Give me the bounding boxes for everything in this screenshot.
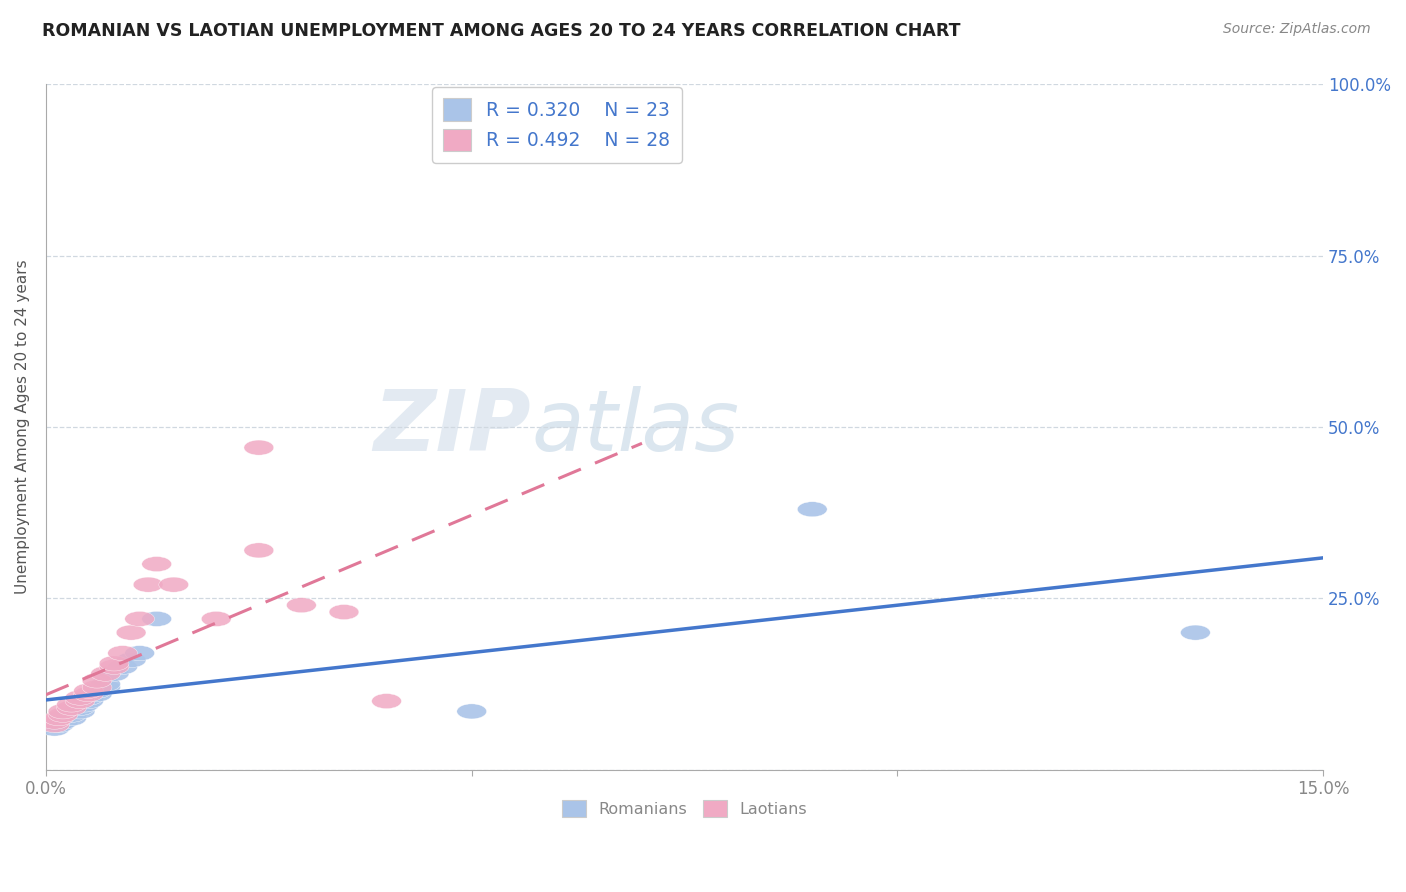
Text: Source: ZipAtlas.com: Source: ZipAtlas.com: [1223, 22, 1371, 37]
Ellipse shape: [65, 694, 96, 708]
Ellipse shape: [371, 694, 402, 708]
Ellipse shape: [90, 680, 121, 695]
Ellipse shape: [100, 659, 129, 674]
Ellipse shape: [56, 697, 86, 712]
Text: ZIP: ZIP: [374, 385, 531, 468]
Ellipse shape: [117, 625, 146, 640]
Ellipse shape: [100, 656, 129, 671]
Ellipse shape: [39, 714, 69, 730]
Ellipse shape: [457, 704, 486, 719]
Ellipse shape: [65, 700, 96, 715]
Ellipse shape: [201, 611, 231, 626]
Ellipse shape: [73, 683, 104, 698]
Legend: Romanians, Laotians: Romanians, Laotians: [555, 794, 814, 823]
Ellipse shape: [287, 598, 316, 613]
Ellipse shape: [73, 690, 104, 706]
Ellipse shape: [48, 704, 77, 719]
Ellipse shape: [243, 440, 274, 455]
Ellipse shape: [82, 673, 112, 688]
Ellipse shape: [44, 717, 73, 732]
Text: atlas: atlas: [531, 385, 740, 468]
Ellipse shape: [44, 711, 73, 726]
Ellipse shape: [243, 543, 274, 558]
Ellipse shape: [56, 707, 86, 723]
Ellipse shape: [69, 697, 100, 712]
Ellipse shape: [329, 605, 359, 620]
Ellipse shape: [56, 700, 86, 715]
Ellipse shape: [125, 611, 155, 626]
Ellipse shape: [39, 721, 69, 736]
Ellipse shape: [48, 707, 77, 723]
Ellipse shape: [65, 690, 96, 706]
Ellipse shape: [1181, 625, 1211, 640]
Ellipse shape: [56, 711, 86, 726]
Y-axis label: Unemployment Among Ages 20 to 24 years: Unemployment Among Ages 20 to 24 years: [15, 260, 30, 594]
Ellipse shape: [159, 577, 188, 592]
Ellipse shape: [134, 577, 163, 592]
Ellipse shape: [39, 717, 69, 732]
Ellipse shape: [48, 714, 77, 730]
Ellipse shape: [65, 704, 96, 719]
Ellipse shape: [90, 676, 121, 691]
Ellipse shape: [82, 687, 112, 702]
Ellipse shape: [90, 666, 121, 681]
Text: ROMANIAN VS LAOTIAN UNEMPLOYMENT AMONG AGES 20 TO 24 YEARS CORRELATION CHART: ROMANIAN VS LAOTIAN UNEMPLOYMENT AMONG A…: [42, 22, 960, 40]
Ellipse shape: [125, 646, 155, 661]
Ellipse shape: [82, 680, 112, 695]
Ellipse shape: [797, 501, 827, 516]
Ellipse shape: [100, 666, 129, 681]
Ellipse shape: [82, 683, 112, 698]
Ellipse shape: [108, 646, 138, 661]
Ellipse shape: [73, 687, 104, 702]
Ellipse shape: [142, 611, 172, 626]
Ellipse shape: [142, 557, 172, 572]
Ellipse shape: [117, 652, 146, 667]
Ellipse shape: [108, 659, 138, 674]
Ellipse shape: [73, 694, 104, 708]
Ellipse shape: [48, 711, 77, 726]
